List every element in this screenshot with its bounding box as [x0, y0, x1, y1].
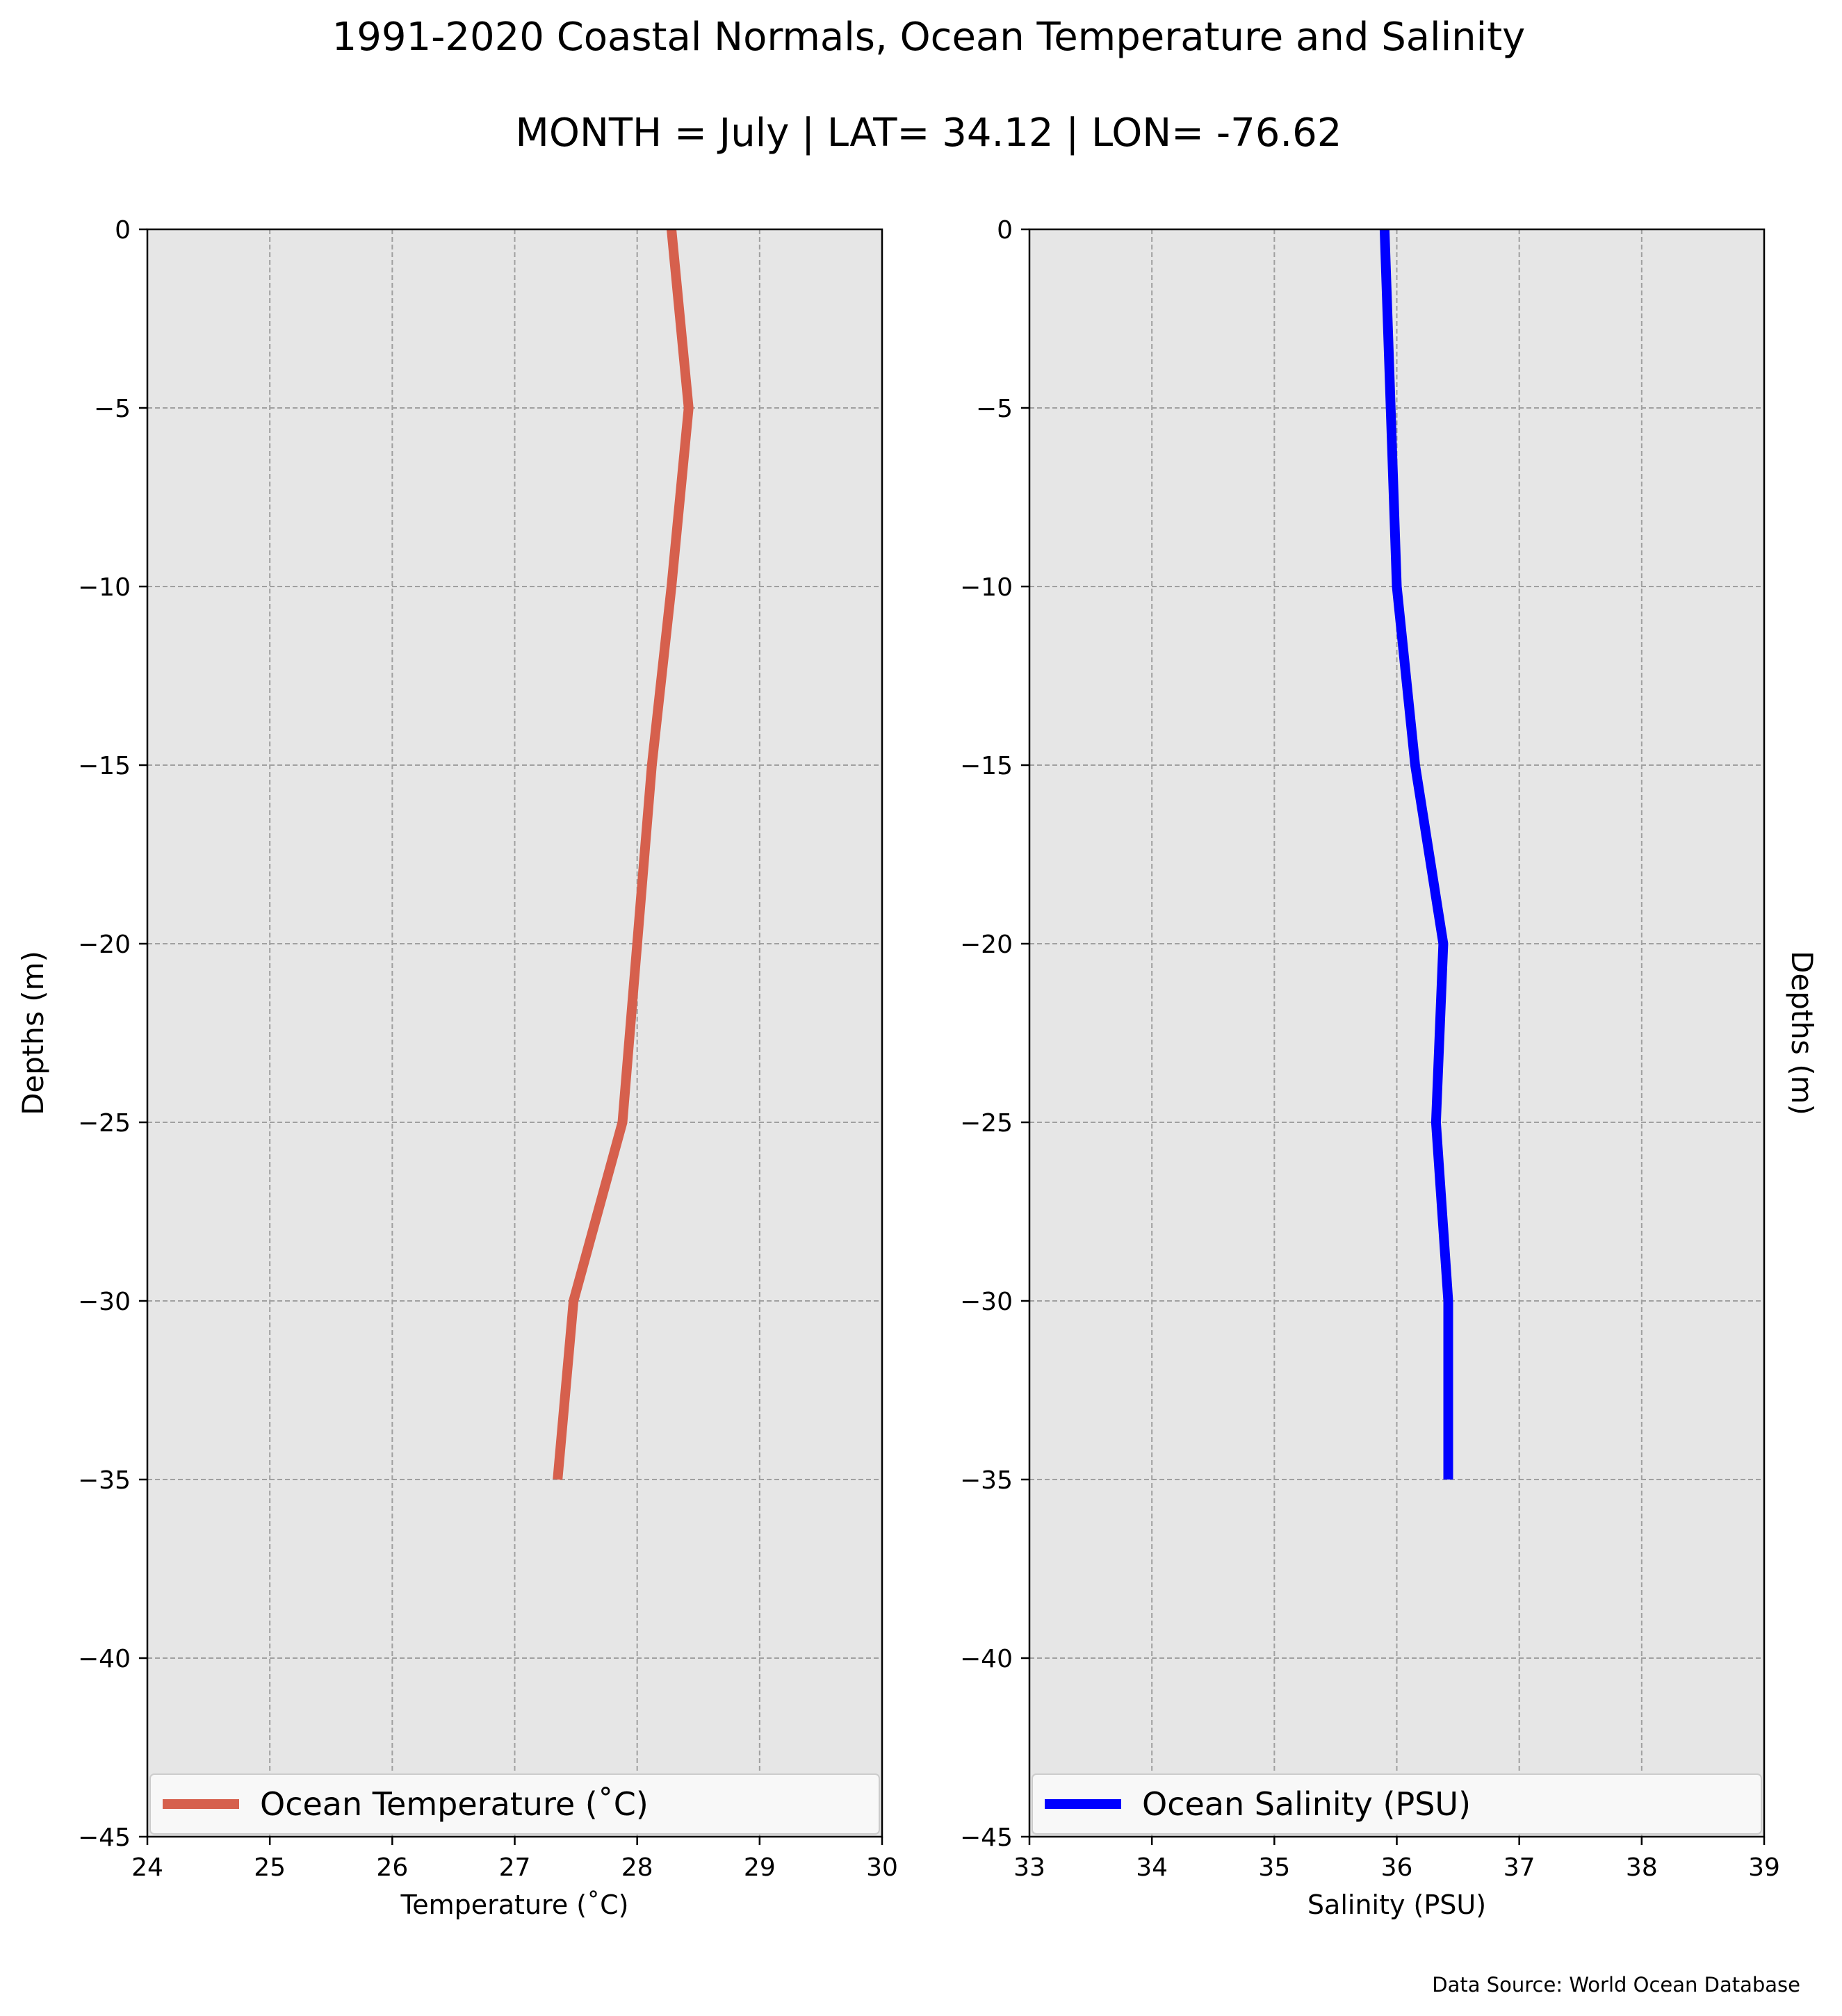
- salinity-panel: Ocean Salinity (PSU) 33 34 35 36 37 38 39 0 −5 −10…: [960, 216, 1819, 1920]
- sal-xtick-label: 37: [1503, 1853, 1535, 1882]
- temperature-panel: Ocean Temperature (˚C) 24 25 26 27 28 29 30 0 −5 −…: [16, 216, 898, 1920]
- temp-legend-box: [149, 1773, 880, 1835]
- sal-ytick-label: −30: [960, 1288, 1013, 1316]
- temp-ytick-label: −15: [78, 752, 131, 780]
- temp-series-line: [553, 229, 694, 1480]
- temp-yaxis-label: Depths (m): [16, 951, 50, 1115]
- sal-xtick-label: 38: [1626, 1853, 1658, 1882]
- sal-series-line: [1379, 229, 1453, 1480]
- chart-subtitle: MONTH = July | LAT= 34.12 | LON= -76.62: [516, 110, 1342, 156]
- temp-ytick-label: −5: [94, 395, 131, 423]
- temp-xtick-label: 27: [499, 1853, 531, 1882]
- sal-xtick-label: 39: [1748, 1853, 1780, 1882]
- temp-ytick-label: 0: [115, 216, 131, 245]
- sal-legend-label: Ocean Salinity (PSU): [1142, 1785, 1471, 1823]
- sal-yaxis-label: Depths (m): [1785, 951, 1819, 1115]
- sal-ytick-label: −10: [960, 573, 1013, 602]
- sal-ytick-label: −20: [960, 931, 1013, 959]
- temp-xtick-label: 28: [621, 1853, 653, 1882]
- sal-xaxis-label: Salinity (PSU): [1307, 1890, 1486, 1920]
- temp-ytick-label: −10: [78, 573, 131, 602]
- temp-xtick-label: 30: [866, 1853, 898, 1882]
- sal-ytick-label: −15: [960, 752, 1013, 780]
- sal-ytick-label: −25: [960, 1109, 1013, 1138]
- temp-ytick-label: −45: [78, 1824, 131, 1852]
- temp-xaxis-label: Temperature (˚C): [400, 1890, 629, 1920]
- sal-xtick-label: 35: [1258, 1853, 1290, 1882]
- sal-ytick-label: −5: [976, 395, 1013, 423]
- sal-ytick-label: −40: [960, 1645, 1013, 1673]
- temp-xtick-label: 24: [131, 1853, 163, 1882]
- temp-ytick-label: −25: [78, 1109, 131, 1138]
- sal-xtick-label: 36: [1381, 1853, 1413, 1882]
- temp-legend-label: Ocean Temperature (˚C): [260, 1785, 649, 1823]
- temp-xtick-label: 26: [376, 1853, 408, 1882]
- temp-ytick-label: −35: [78, 1466, 131, 1495]
- temp-xtick-label: 25: [254, 1853, 286, 1882]
- sal-ytick-label: 0: [997, 216, 1013, 245]
- sal-ytick-label: −35: [960, 1466, 1013, 1495]
- sal-xtick-label: 33: [1013, 1853, 1045, 1882]
- data-source-note: Data Source: World Ocean Database: [1432, 1973, 1800, 1997]
- sal-legend-box: [1032, 1773, 1762, 1835]
- temp-ytick-label: −20: [78, 931, 131, 959]
- sal-ytick-label: −45: [960, 1824, 1013, 1852]
- temp-ytick-label: −40: [78, 1645, 131, 1673]
- temp-xtick-label: 29: [744, 1853, 776, 1882]
- sal-xtick-label: 34: [1136, 1853, 1168, 1882]
- temp-ytick-label: −30: [78, 1288, 131, 1316]
- chart-title: 1991-2020 Coastal Normals, Ocean Tempera…: [332, 15, 1526, 60]
